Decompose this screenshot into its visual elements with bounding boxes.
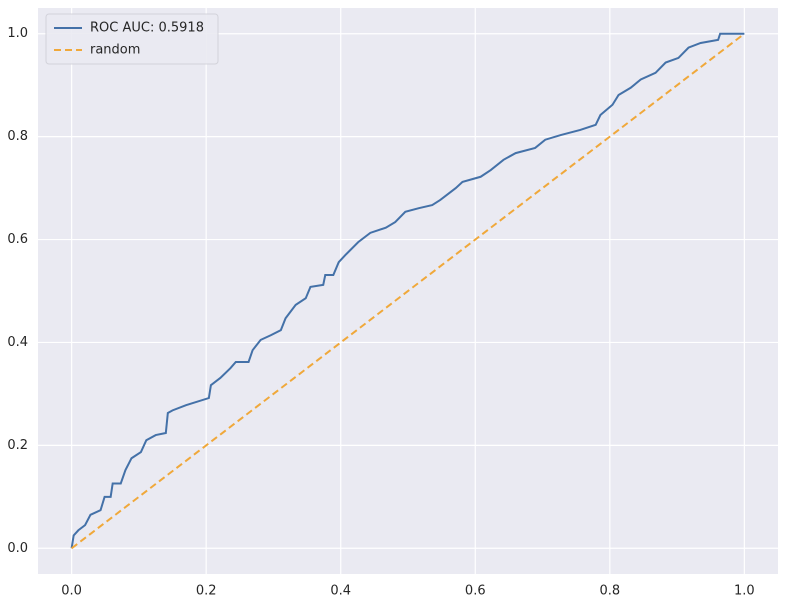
y-tick-label: 0.2 (7, 438, 28, 453)
legend-label: ROC AUC: 0.5918 (90, 21, 204, 36)
x-tick-label: 0.4 (330, 584, 351, 599)
y-tick-label: 0.4 (7, 335, 28, 350)
y-tick-label: 0.8 (7, 129, 28, 144)
legend-label: random (90, 43, 140, 58)
x-tick-label: 0.8 (599, 584, 620, 599)
line (70, 32, 745, 549)
line (71, 32, 745, 550)
y-tick-label: 1.0 (7, 26, 28, 41)
legend: ROC AUC: 0.5918 random (45, 13, 219, 65)
y-tick-label: 0.6 (7, 232, 28, 247)
x-tick-label: 0.6 (465, 584, 486, 599)
x-tick-label: 0.2 (196, 584, 217, 599)
y-tick-label: 0.0 (7, 541, 28, 556)
x-tick-label: 0.0 (61, 584, 82, 599)
x-tick-label: 1.0 (734, 584, 755, 599)
legend-box (45, 13, 219, 65)
